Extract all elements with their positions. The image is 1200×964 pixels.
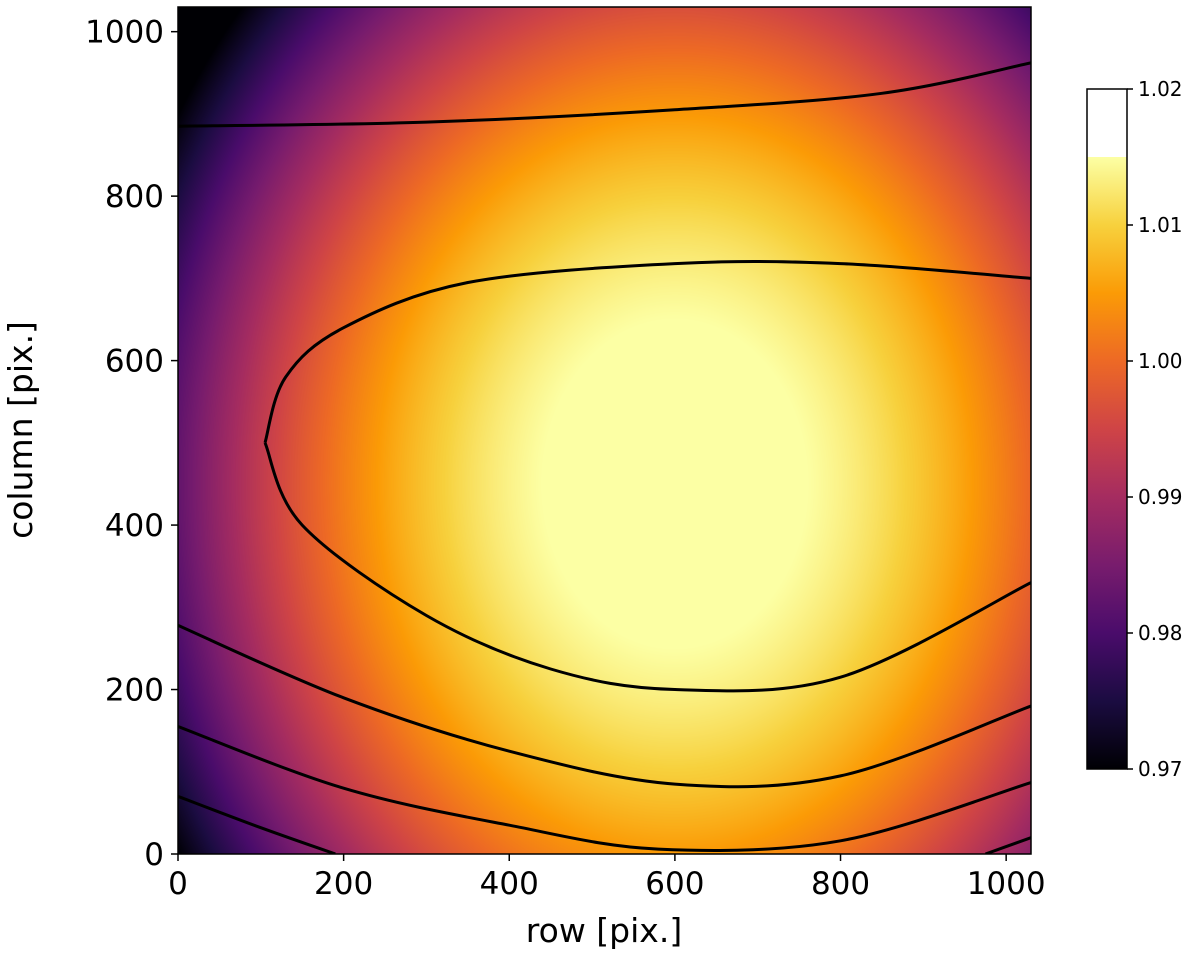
colorbar-tick-label: 1.00 <box>1138 349 1183 373</box>
heatmap-surface <box>178 7 1031 854</box>
x-tick-label: 800 <box>811 866 870 902</box>
contour-line-3 <box>178 624 1031 789</box>
y-tick-label: 600 <box>105 344 164 380</box>
contour-line-5 <box>178 794 336 854</box>
colorbar-tick-label: 0.98 <box>1138 621 1183 645</box>
y-tick-label: 800 <box>105 179 164 215</box>
y-tick-label: 200 <box>105 673 164 709</box>
x-tick-label: 1000 <box>967 866 1046 902</box>
contour-line-4 <box>178 725 1031 853</box>
heatmap-plot-area <box>177 6 1032 855</box>
y-axis-label: column [pix.] <box>1 321 40 539</box>
colorbar-ticks: 0.97 0.98 0.99 1.00 1.01 1.02 <box>1127 77 1183 781</box>
x-axis-label: row [pix.] <box>526 911 682 950</box>
contour-line-0 <box>263 259 1031 444</box>
colorbar-tick-label: 1.02 <box>1138 77 1183 101</box>
y-tick-label: 400 <box>105 508 164 544</box>
colorbar-tick-label: 0.97 <box>1138 757 1183 781</box>
colorbar-tick-label: 1.01 <box>1138 213 1183 237</box>
contour-line-1 <box>263 442 1031 693</box>
contour-line-6 <box>984 836 1031 854</box>
colorbar-gradient <box>1086 88 1128 770</box>
x-tick-label: 400 <box>480 866 539 902</box>
x-tick-label: 0 <box>168 866 188 902</box>
y-tick-label: 1000 <box>85 15 164 51</box>
y-tick-label: 0 <box>144 837 164 873</box>
x-tick-label: 200 <box>314 866 373 902</box>
contour-lines <box>178 61 1031 854</box>
x-axis: 0 200 400 600 800 1000 <box>168 854 1046 902</box>
plot-frame <box>177 6 1032 855</box>
colorbar-tick-label: 0.99 <box>1138 485 1183 509</box>
colorbar: 0.97 0.98 0.99 1.00 1.01 1.02 <box>1086 77 1183 781</box>
contour-line-2 <box>178 61 1031 128</box>
x-tick-label: 600 <box>645 866 704 902</box>
y-axis: 0 200 400 600 800 1000 <box>85 15 178 873</box>
